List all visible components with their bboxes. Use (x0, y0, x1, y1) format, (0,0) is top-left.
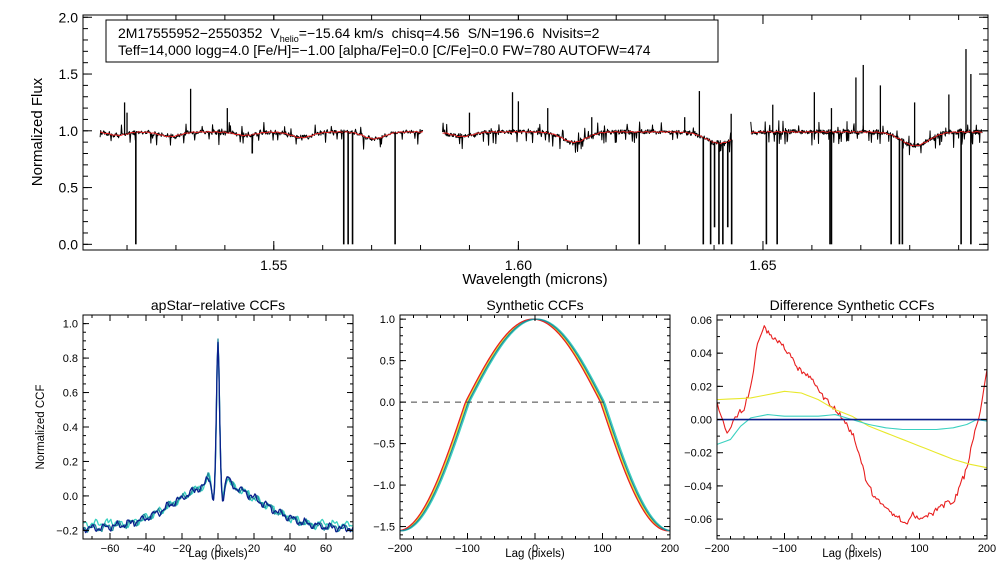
y-tick-label: 0.0 (380, 397, 395, 409)
vhelio-subscript: helio (280, 34, 299, 44)
y-tick-label: −1.0 (373, 480, 395, 492)
x-tick-label: −200 (388, 543, 413, 555)
x-tick-label: −20 (173, 543, 192, 555)
spectrum-info-box (105, 19, 719, 63)
spectrum-frame (82, 14, 989, 251)
y-tick-label: 1.5 (59, 66, 79, 82)
ccf-b-line (82, 338, 354, 533)
x-tick-label: 60 (320, 543, 332, 555)
model-spectrum-line (100, 131, 424, 140)
y-tick-label: 0.6 (63, 388, 78, 400)
y-tick-label: 0.00 (691, 415, 712, 427)
info-line-2: Teff=14,000 logg=4.0 [Fe/H]=−1.00 [alpha… (118, 42, 651, 58)
x-tick-label: 200 (978, 543, 996, 555)
nvisits-value: Nvisits=2 (542, 25, 599, 41)
x-tick-label: −100 (772, 543, 797, 555)
x-tick-label: 100 (910, 543, 928, 555)
x-tick-label: 40 (284, 543, 296, 555)
y-tick-label: 0.5 (59, 180, 79, 196)
y-tick-label: 0.4 (63, 422, 78, 434)
x-tick-label: 1.65 (749, 257, 776, 273)
vhelio-label: V (270, 25, 280, 41)
y-tick-label: 1.0 (59, 123, 79, 139)
difference-ccf-title: Difference Synthetic CCFs (770, 297, 935, 313)
synth-4-line (400, 318, 671, 532)
info-line-1: 2M17555952−2550352 Vhelio=−15.64 km/s chis… (118, 25, 600, 44)
synthetic-ccf-panel: −200 −100 0 100 200 −1.5 −1.0 −0.5 0.0 0.5 1.0 Syn… (373, 297, 679, 560)
y-tick-label: −0.2 (56, 525, 78, 537)
vhelio-value: =−15.64 km/s (299, 25, 384, 41)
observed-spectrum-line (750, 120, 983, 156)
x-tick-label: −100 (455, 543, 480, 555)
spectrum-y-label: Normalized Flux (29, 77, 46, 186)
synth-2-line (399, 318, 670, 532)
model-spectrum-line (750, 131, 983, 147)
synthetic-ccf-axes: −200 −100 0 100 200 −1.5 −1.0 −0.5 0.0 0.5 1.0 (373, 314, 679, 555)
spectrum-panel: 1.55 1.60 1.65 0.0 0.5 1.0 1.5 2.0 2M17555952−2… (29, 9, 989, 288)
observed-spectrum-line (99, 121, 424, 150)
y-tick-label: 0.2 (63, 456, 78, 468)
x-tick-label: 20 (248, 543, 260, 555)
apstar-ccf-axes: −60 −40 −20 0 20 40 60 −0.2 0.0 0.2 0.4 0.6 0.8 1.0 (56, 314, 353, 555)
difference-ccf-data (716, 325, 988, 525)
synthetic-ccf-data (399, 318, 671, 532)
ccf-a-line (82, 342, 354, 531)
x-tick-label: 200 (661, 543, 679, 555)
difference-ccf-x-label: Lag (pixels) (822, 548, 882, 560)
difference-ccf-axes: −200 −100 0 100 200 −0.06 −0.04 −0.02 0.00 0.02 0.… (684, 315, 996, 555)
spectrum-x-label: Wavelength (microns) (462, 271, 607, 288)
y-tick-label: 0.0 (59, 236, 79, 252)
y-tick-label: 0.02 (691, 381, 712, 393)
x-tick-label: 1.55 (260, 257, 287, 273)
ccf-c-line (82, 341, 354, 534)
snr-value: S/N=196.6 (468, 25, 535, 41)
synthetic-ccf-title: Synthetic CCFs (486, 297, 583, 313)
y-tick-label: −0.06 (684, 514, 712, 526)
apstar-ccf-panel: −60 −40 −20 0 20 40 60 −0.2 0.0 0.2 0.4 0.6 0.8 1.0 a… (35, 297, 354, 560)
x-tick-label: −200 (705, 543, 730, 555)
y-tick-label: −0.04 (684, 481, 712, 493)
synth-1-line (399, 318, 671, 532)
y-tick-label: 0.8 (63, 353, 78, 365)
x-tick-label: 100 (593, 543, 611, 555)
diff-yellow-line (716, 390, 988, 469)
diff-red-line (716, 325, 988, 525)
x-tick-label: 1.60 (505, 257, 532, 273)
y-tick-label: 1.0 (63, 319, 78, 331)
chisq-value: chisq=4.56 (392, 25, 460, 41)
y-tick-label: −0.5 (373, 439, 395, 451)
object-id: 2M17555952−2550352 (118, 25, 263, 41)
apstar-ccf-x-label: Lag (pixels) (188, 548, 248, 560)
y-tick-label: 0.0 (63, 491, 78, 503)
x-tick-label: 0 (532, 543, 538, 555)
apstar-ccf-title: apStar−relative CCFs (151, 297, 285, 313)
synth-3-line (399, 318, 671, 532)
x-tick-label: −40 (137, 543, 156, 555)
x-tick-label: 0 (215, 543, 221, 555)
synthetic-ccf-x-label: Lag (pixels) (505, 548, 565, 560)
y-tick-label: 0.06 (691, 315, 712, 327)
model-spectrum-line (442, 131, 733, 145)
apstar-ccf-data (82, 338, 354, 534)
x-tick-label: −60 (101, 543, 120, 555)
y-tick-label: −0.02 (684, 448, 712, 460)
x-tick-label: 0 (849, 543, 855, 555)
spectrum-axes: 1.55 1.60 1.65 0.0 0.5 1.0 1.5 2.0 (59, 9, 988, 273)
y-tick-label: 0.04 (691, 348, 712, 360)
spectrum-data (99, 49, 983, 245)
y-tick-label: 2.0 (59, 9, 79, 25)
y-tick-label: 0.5 (380, 356, 395, 368)
y-tick-label: 1.0 (380, 314, 395, 326)
difference-ccf-frame (716, 314, 988, 540)
apstar-ccf-y-label: Normalized CCF (35, 385, 47, 470)
difference-ccf-panel: −200 −100 0 100 200 −0.06 −0.04 −0.02 0.00 0.02 0.… (684, 297, 996, 560)
y-tick-label: −1.5 (373, 522, 395, 534)
synthetic-ccf-frame (399, 314, 671, 540)
